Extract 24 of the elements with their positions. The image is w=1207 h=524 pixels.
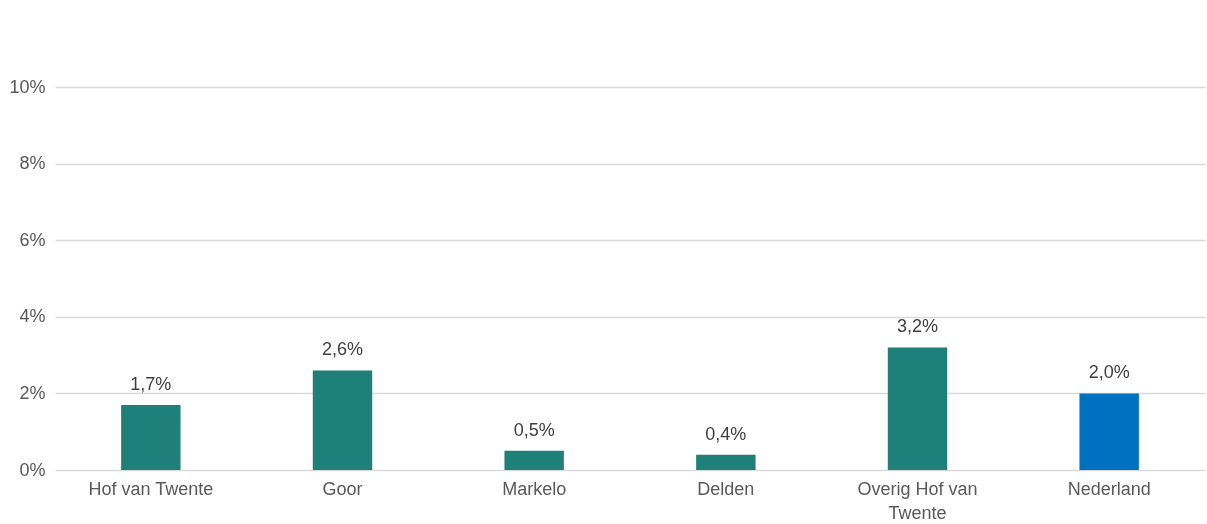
y-tick-label: 10% bbox=[9, 76, 46, 97]
x-tick-label: Markelo bbox=[502, 478, 567, 499]
x-tick-label: Goor bbox=[322, 478, 363, 499]
bar bbox=[504, 450, 564, 470]
x-tick-label: Delden bbox=[697, 478, 755, 499]
x-tick-label: Nederland bbox=[1067, 478, 1151, 499]
data-label: 2,6% bbox=[321, 339, 364, 360]
bar bbox=[1079, 393, 1139, 470]
data-label: 0,5% bbox=[513, 419, 555, 440]
x-tick-label: Hof van Twente bbox=[88, 478, 214, 499]
bar bbox=[887, 347, 948, 470]
y-tick-label: 8% bbox=[19, 153, 46, 174]
y-tick-label: 4% bbox=[19, 306, 46, 327]
data-label: 1,7% bbox=[130, 373, 172, 394]
bar bbox=[696, 454, 756, 470]
y-tick-label: 2% bbox=[19, 382, 46, 403]
y-tick-label: 6% bbox=[19, 229, 46, 250]
data-label: 2,0% bbox=[1088, 362, 1130, 383]
data-label: 0,4% bbox=[705, 423, 747, 444]
bar bbox=[121, 404, 181, 470]
y-tick-label: 0% bbox=[19, 459, 46, 480]
x-tick-label: Overig Hof van Twente bbox=[857, 478, 978, 523]
bar bbox=[312, 370, 373, 470]
data-label: 3,2% bbox=[896, 316, 939, 337]
